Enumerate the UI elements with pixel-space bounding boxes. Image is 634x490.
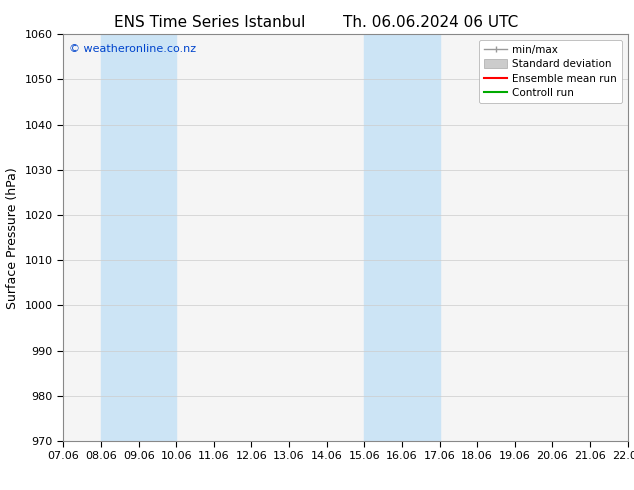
Text: ENS Time Series Istanbul: ENS Time Series Istanbul [113, 15, 305, 30]
Bar [365, 34, 439, 441]
Bar [101, 34, 176, 441]
Text: © weatheronline.co.nz: © weatheronline.co.nz [69, 45, 196, 54]
Legend: min/max, Standard deviation, Ensemble mean run, Controll run: min/max, Standard deviation, Ensemble me… [479, 40, 623, 103]
Text: Th. 06.06.2024 06 UTC: Th. 06.06.2024 06 UTC [344, 15, 519, 30]
Y-axis label: Surface Pressure (hPa): Surface Pressure (hPa) [6, 167, 19, 309]
